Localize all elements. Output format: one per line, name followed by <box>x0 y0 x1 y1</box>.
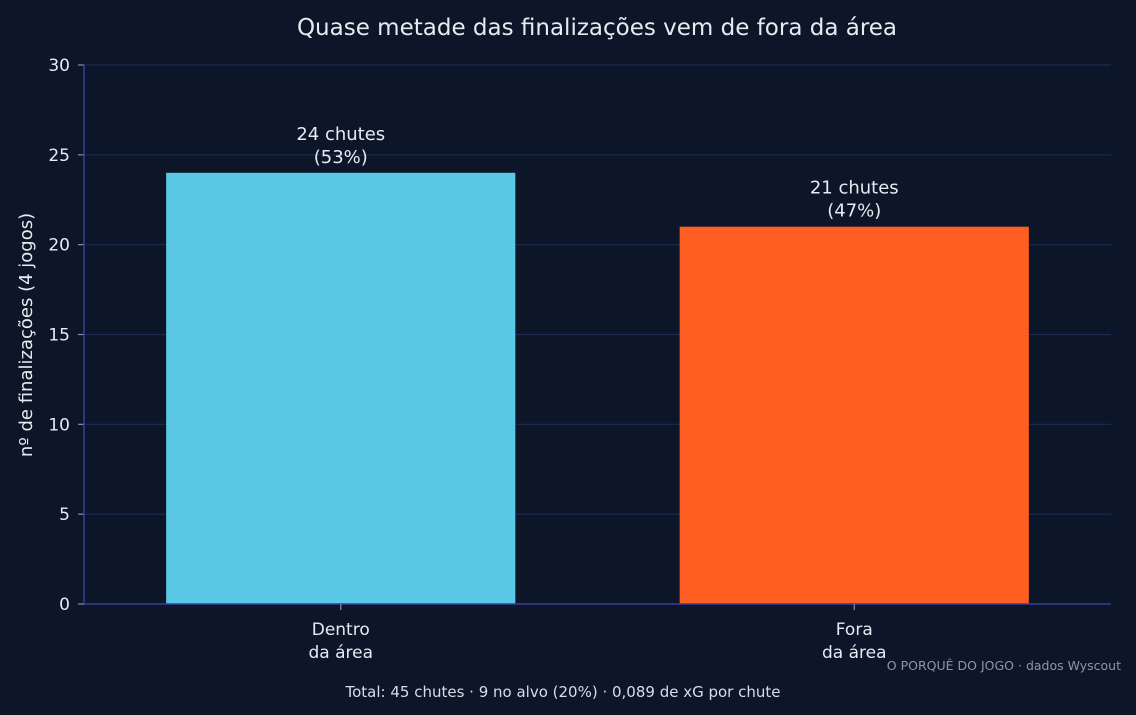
bar-value-label: 21 chutes (47%) <box>810 178 899 222</box>
x-tick-label-line: Fora <box>836 620 873 640</box>
source-credit: O PORQUÊ DO JOGO · dados Wyscout <box>887 658 1121 673</box>
y-tick-label: 10 <box>48 415 70 435</box>
chart-title: Quase metade das finalizações vem de for… <box>297 15 897 41</box>
axes: 0 5 10 15 20 25 30 Dentro da área Fora da área <box>48 56 1111 663</box>
x-tick-label-line: da área <box>308 643 373 663</box>
y-tick-label: 20 <box>48 236 70 256</box>
footer-summary: Total: 45 chutes · 9 no alvo (20%) · 0,0… <box>345 683 781 701</box>
y-tick-label: 25 <box>48 146 70 166</box>
y-tick-label: 5 <box>59 505 70 525</box>
bar <box>679 226 1029 604</box>
bar-value-label: 24 chutes (53%) <box>296 124 385 168</box>
y-axis-title: nº de finalizações (4 jogos) <box>16 213 37 457</box>
x-tick-label: Dentro da área <box>308 620 373 663</box>
x-tick-label-line: Dentro <box>312 620 370 640</box>
bar-value-label-line: 21 chutes <box>810 178 899 199</box>
x-tick-label: Fora da área <box>822 620 887 663</box>
bars: 24 chutes (53%) 21 chutes (47%) <box>166 124 1029 605</box>
bar-value-label-line: 24 chutes <box>296 124 385 145</box>
bar <box>166 172 516 605</box>
y-tick-label: 0 <box>59 595 70 615</box>
x-tick-label-line: da área <box>822 643 887 663</box>
bar-value-label-line: (47%) <box>827 201 881 222</box>
bar-value-label-line: (53%) <box>314 147 368 168</box>
y-tick-label: 30 <box>48 56 70 76</box>
y-tick-label: 15 <box>48 326 70 346</box>
